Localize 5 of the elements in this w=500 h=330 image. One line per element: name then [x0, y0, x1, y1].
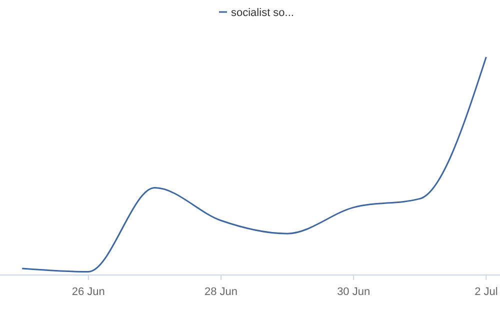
x-tick-label: 2 Jul	[474, 286, 498, 298]
x-tick-label: 30 Jun	[337, 286, 370, 298]
legend-label: socialist so...	[231, 7, 294, 19]
x-tick-label: 28 Jun	[204, 286, 238, 298]
x-tick-label: 26 Jun	[72, 286, 105, 298]
